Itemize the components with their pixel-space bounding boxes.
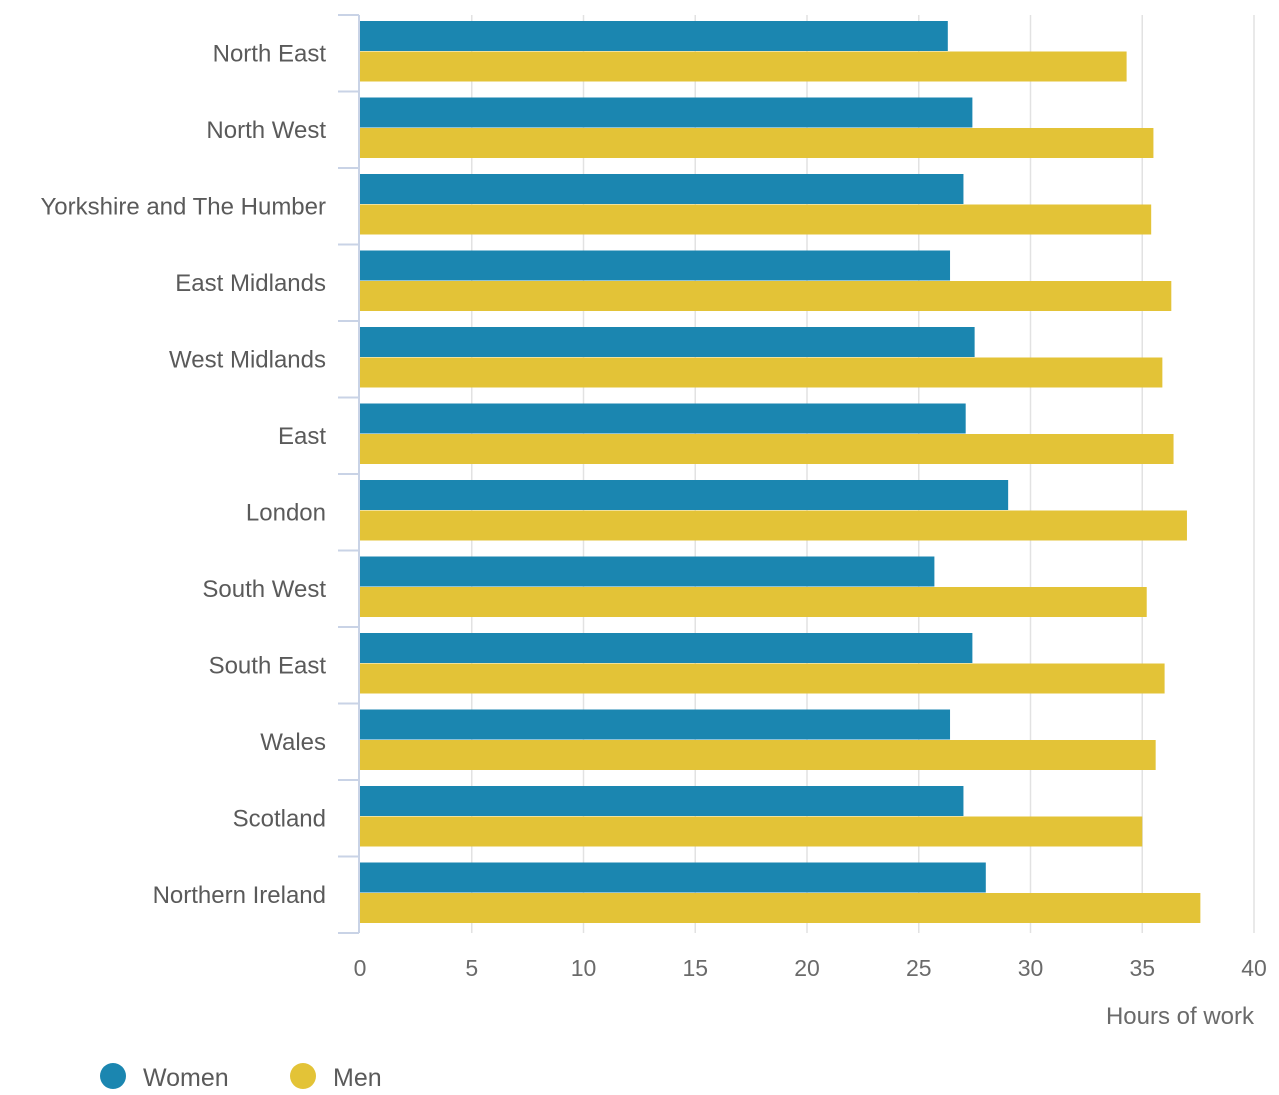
legend-label-men[interactable]: Men: [333, 1064, 382, 1092]
x-axis-ticks: 0 5 10 15 20 25 30 35 40: [354, 955, 1267, 981]
category-axis: [338, 14, 360, 934]
bar-men-london[interactable]: [360, 510, 1187, 541]
category-label: North West: [206, 117, 326, 144]
bar-men-south-west[interactable]: [360, 587, 1147, 617]
x-tick-label-30: 30: [1018, 955, 1044, 981]
bar-women-west-midlands[interactable]: [360, 327, 975, 357]
category-label: North East: [213, 40, 327, 67]
x-tick-label-15: 15: [682, 955, 708, 981]
bar-women-east[interactable]: [360, 403, 966, 434]
x-tick-label-0: 0: [354, 955, 367, 981]
bar-women-yorkshire-and-the-humber[interactable]: [360, 174, 964, 204]
bars: [360, 21, 1201, 923]
category-label: West Midlands: [169, 346, 326, 373]
bar-men-yorkshire-and-the-humber[interactable]: [360, 204, 1152, 235]
bar-women-south-west[interactable]: [360, 556, 935, 587]
category-label: South East: [209, 652, 327, 679]
bar-women-north-east[interactable]: [360, 21, 948, 51]
bar-men-east-midlands[interactable]: [360, 281, 1172, 311]
category-label: Scotland: [233, 805, 326, 832]
category-label: Northern Ireland: [153, 882, 326, 909]
category-label: South West: [202, 576, 326, 603]
x-tick-label-25: 25: [906, 955, 932, 981]
legend-label-women[interactable]: Women: [143, 1064, 229, 1092]
bar-women-east-midlands[interactable]: [360, 250, 951, 281]
bar-women-northern-ireland[interactable]: [360, 862, 986, 893]
bar-men-wales[interactable]: [360, 740, 1156, 770]
bar-women-wales[interactable]: [360, 709, 951, 740]
bar-women-south-east[interactable]: [360, 633, 973, 663]
x-tick-label-40: 40: [1241, 955, 1267, 981]
gridlines: [471, 15, 1255, 933]
category-label: Wales: [260, 729, 326, 756]
x-tick-label-10: 10: [571, 955, 597, 981]
category-labels: North East North West Yorkshire and The Hu…: [41, 40, 327, 909]
legend: Women Men: [100, 1063, 382, 1092]
bar-women-north-west[interactable]: [360, 97, 973, 128]
category-label: Yorkshire and The Humber: [41, 193, 327, 220]
bar-women-scotland[interactable]: [360, 786, 964, 816]
x-tick-label-35: 35: [1129, 955, 1155, 981]
bar-men-scotland[interactable]: [360, 816, 1143, 847]
bar-men-north-west[interactable]: [360, 128, 1154, 158]
category-label: London: [246, 499, 326, 526]
bar-men-west-midlands[interactable]: [360, 357, 1163, 388]
category-label: East: [278, 423, 326, 450]
x-tick-label-20: 20: [794, 955, 820, 981]
legend-swatch-women: [100, 1063, 126, 1089]
bar-men-northern-ireland[interactable]: [360, 893, 1201, 923]
category-label: East Midlands: [175, 270, 326, 297]
bar-women-london[interactable]: [360, 480, 1009, 510]
x-axis-title: Hours of work: [1106, 1003, 1255, 1030]
bar-men-south-east[interactable]: [360, 663, 1165, 694]
legend-swatch-men: [290, 1063, 316, 1089]
bar-men-east[interactable]: [360, 434, 1174, 464]
x-tick-label-5: 5: [465, 955, 478, 981]
bar-men-north-east[interactable]: [360, 51, 1127, 82]
